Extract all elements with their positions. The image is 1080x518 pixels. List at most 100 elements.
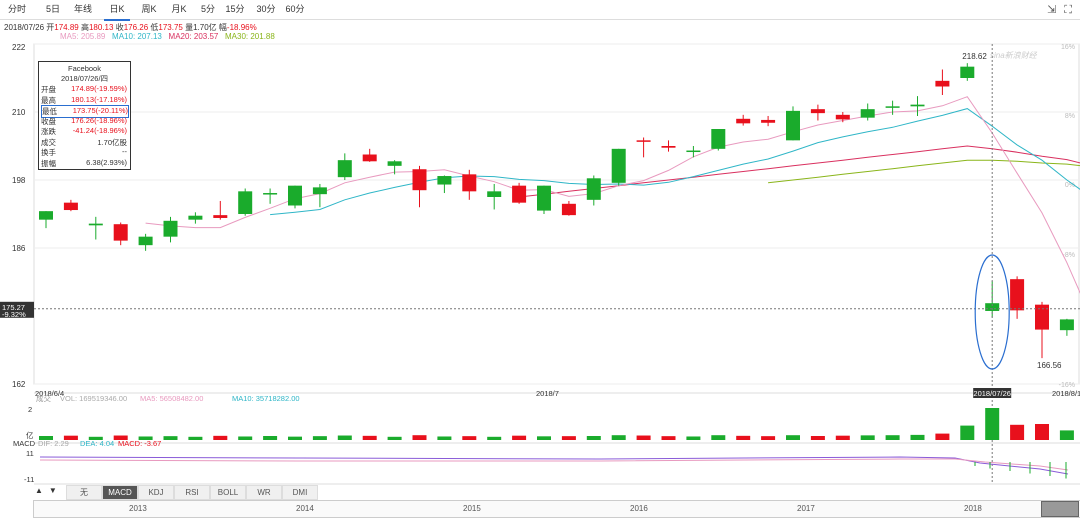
tooltip-key: 收盘	[41, 116, 56, 126]
candle-body	[1059, 319, 1074, 331]
candle-body	[213, 215, 228, 218]
volume-bar	[711, 435, 726, 440]
candle-body	[238, 191, 253, 214]
tab-7[interactable]: 15分	[225, 4, 245, 14]
fullscreen-icon[interactable]: ⛶	[1064, 4, 1072, 16]
tab-5[interactable]: 月K	[171, 4, 187, 14]
tooltip-date: 2018/07/26/四	[60, 74, 109, 83]
pct-tick-label: -16%	[1059, 382, 1075, 389]
price-annotation: 218.62	[962, 52, 987, 61]
candle-body	[312, 187, 327, 195]
stock-chart[interactable]: 22221019818616216%8%0%-8%-16%sina新浪财经218…	[0, 0, 1080, 500]
volume-ma10: MA10: 35718282.00	[232, 394, 300, 403]
tab-9[interactable]: 60分	[285, 4, 305, 14]
indicator-tab-无[interactable]: 无	[66, 485, 102, 500]
candle-body	[39, 211, 53, 220]
tooltip-row: 换手 --	[41, 147, 127, 158]
volume-bar	[1059, 430, 1074, 440]
volume-bar	[512, 435, 527, 440]
candle-body	[835, 114, 850, 120]
candle-body	[810, 109, 825, 114]
info-open-label: 开	[46, 23, 55, 32]
y-tick-label: 222	[12, 43, 26, 52]
candle-body	[586, 178, 601, 200]
tooltip-key: 最低	[42, 107, 57, 116]
compress-icon[interactable]: ⇲	[1047, 4, 1057, 16]
volume-bar	[138, 436, 153, 440]
tab-6[interactable]: 5分	[200, 4, 215, 14]
tab-0[interactable]: 分时	[7, 4, 26, 14]
crosshair-price-box	[0, 301, 34, 318]
crosshair-price-label: 175.27	[2, 303, 25, 312]
tab-2[interactable]: 年线	[73, 4, 92, 14]
ma10-line	[270, 108, 1080, 216]
scroller-year: 2014	[296, 504, 314, 513]
candle-body	[561, 203, 576, 216]
candle-body	[337, 160, 352, 178]
indicator-tab-macd[interactable]: MACD	[102, 485, 138, 500]
candle-body	[362, 154, 377, 162]
candle-body	[138, 236, 153, 246]
volume-bar	[337, 435, 352, 440]
ma20-legend: MA20: 203.57	[168, 32, 219, 41]
tab-3[interactable]: 日K	[104, 0, 130, 21]
scroll-up-arrow-icon[interactable]: ▲	[35, 486, 43, 495]
tooltip-key: 振幅	[41, 158, 56, 168]
tooltip-key: 成交	[41, 137, 56, 147]
volume-bar	[63, 435, 78, 440]
volume-label: 成交	[36, 393, 51, 403]
volume-bar	[412, 435, 427, 440]
watermark-logo: sina新浪财经	[990, 51, 1038, 60]
scroll-down-arrow-icon[interactable]: ▼	[48, 486, 57, 495]
candle-body	[611, 148, 626, 183]
tab-1[interactable]: 5日	[45, 4, 60, 14]
indicator-tab-rsi[interactable]: RSI	[174, 485, 210, 500]
macd-tick: 11	[26, 449, 34, 458]
volume-bar	[537, 436, 551, 440]
candle-body	[288, 185, 302, 206]
candle-body	[512, 185, 527, 203]
volume-bar	[860, 435, 875, 440]
tooltip-row: 收盘 176.26(-18.96%)	[41, 116, 127, 127]
candle-body	[935, 80, 950, 87]
scroller-year: 2016	[630, 504, 648, 513]
tooltip-value: --	[122, 147, 127, 156]
volume-bar	[312, 436, 327, 440]
indicator-tab-boll[interactable]: BOLL	[210, 485, 246, 500]
ma5-legend: MA5: 205.89	[60, 32, 106, 41]
volume-bar	[163, 436, 178, 440]
price-annotation: 166.56	[1037, 361, 1062, 370]
candle-body	[437, 176, 452, 185]
indicator-tab-dmi[interactable]: DMI	[282, 485, 318, 500]
tab-4[interactable]: 周K	[141, 4, 157, 14]
candle-body	[88, 223, 103, 226]
ma-legend: MA5: 205.89 MA10: 207.13 MA20: 203.57 MA…	[60, 32, 275, 41]
data-tooltip: Facebook 2018/07/26/四 开盘 174.89(-19.59%) 最…	[38, 61, 131, 170]
info-low-label: 低	[150, 23, 159, 32]
nav-arrows: ▲ ▼	[35, 486, 63, 495]
info-date: 2018/07/26	[4, 23, 45, 32]
volume-bar	[586, 436, 601, 440]
volume-bar	[113, 435, 128, 440]
indicator-tab-kdj[interactable]: KDJ	[138, 485, 174, 500]
indicator-tab-wr[interactable]: WR	[246, 485, 282, 500]
price-pane-frame	[33, 43, 1080, 385]
scroller-year: 2017	[797, 504, 815, 513]
tooltip-row: 成交 1.70亿股	[41, 137, 127, 148]
volume-tick: 2	[28, 405, 32, 414]
time-scroller[interactable]: 2013 2014 2015 2016 2017 2018	[33, 500, 1080, 518]
tab-8[interactable]: 30分	[256, 4, 276, 14]
volume-bar	[960, 425, 975, 440]
volume-bar	[761, 436, 776, 440]
tooltip-key: 最高	[41, 95, 56, 105]
volume-bar	[985, 408, 1000, 440]
scroller-handle[interactable]	[1041, 501, 1079, 517]
tooltip-key: 开盘	[41, 85, 56, 94]
volume-bar	[437, 436, 452, 440]
volume-bar	[611, 435, 626, 440]
pct-tick-label: 0%	[1065, 182, 1075, 189]
x-tick-label: 2018/8/1	[1052, 389, 1080, 398]
info-chg-label: 幅	[218, 23, 227, 32]
macd-title: MACD	[13, 439, 36, 448]
tooltip-value: 176.26(-18.96%)	[71, 115, 127, 125]
